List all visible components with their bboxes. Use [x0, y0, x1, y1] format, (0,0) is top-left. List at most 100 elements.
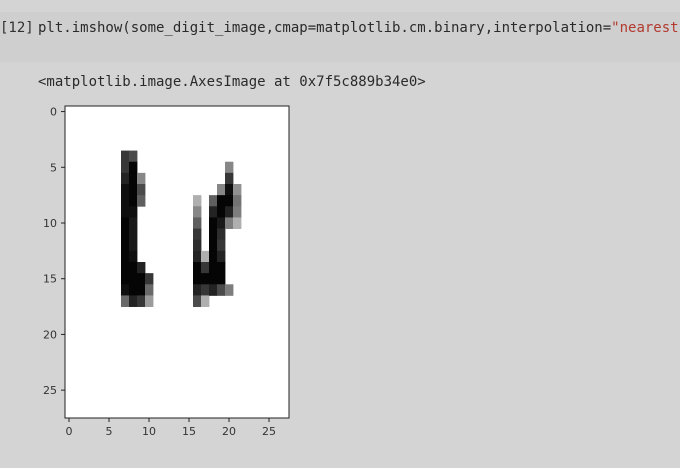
image-pixel	[217, 206, 226, 218]
image-pixel	[129, 150, 138, 163]
image-pixel	[129, 206, 138, 218]
x-tick-label: 10	[142, 425, 156, 438]
image-pixel	[121, 239, 130, 252]
y-tick-label: 25	[43, 384, 57, 397]
code-line[interactable]: plt.imshow(some_digit_image,cmap=matplot…	[38, 20, 680, 36]
image-pixel	[137, 295, 146, 307]
image-pixel	[121, 172, 130, 185]
image-pixel	[145, 284, 154, 296]
image-pixel	[137, 195, 146, 207]
image-pixel	[233, 206, 242, 218]
image-pixel	[201, 284, 210, 296]
image-pixel	[121, 284, 130, 296]
image-pixel	[193, 239, 202, 252]
image-pixel	[193, 295, 202, 307]
image-pixel	[129, 295, 138, 307]
image-pixel	[217, 262, 226, 274]
image-pixel	[129, 172, 138, 185]
plot-frame	[64, 105, 290, 419]
image-pixel	[209, 217, 218, 229]
image-pixel	[145, 295, 154, 307]
image-pixel	[137, 262, 146, 274]
image-pixel	[129, 217, 138, 229]
image-pixel	[137, 172, 146, 185]
image-pixel	[225, 195, 234, 207]
image-pixel	[121, 262, 130, 274]
image-pixel	[137, 184, 146, 196]
image-pixel	[121, 150, 130, 163]
y-tick-label: 10	[43, 217, 57, 230]
image-pixel	[217, 217, 226, 229]
image-pixel	[209, 250, 218, 263]
image-pixel	[121, 273, 130, 285]
image-pixel	[209, 284, 218, 296]
image-pixel	[121, 161, 130, 174]
image-pixel	[129, 273, 138, 285]
image-pixel	[121, 184, 130, 196]
image-pixel	[129, 262, 138, 274]
y-tick-label: 20	[43, 328, 57, 341]
image-pixel	[193, 217, 202, 229]
image-pixel	[121, 250, 130, 263]
y-tick-label: 0	[50, 106, 57, 119]
image-pixel	[209, 228, 218, 241]
image-pixel	[129, 239, 138, 252]
image-pixel	[225, 284, 234, 296]
image-pixel	[225, 184, 234, 196]
image-pixel	[129, 161, 138, 174]
x-tick-label: 5	[106, 425, 113, 438]
image-pixel	[209, 262, 218, 274]
x-tick-label: 20	[222, 425, 236, 438]
image-pixel	[217, 284, 226, 296]
image-pixel	[193, 206, 202, 218]
image-pixel	[217, 184, 226, 196]
image-pixel	[225, 172, 234, 185]
image-pixel	[233, 217, 242, 229]
output-repr: <matplotlib.image.AxesImage at 0x7f5c889…	[38, 74, 426, 90]
image-pixel	[145, 273, 154, 285]
image-pixel	[121, 228, 130, 241]
image-pixel	[137, 273, 146, 285]
cell-prompt: [12]	[0, 20, 34, 36]
image-pixel	[201, 295, 210, 307]
image-pixel	[129, 250, 138, 263]
image-pixel	[193, 284, 202, 296]
x-tick-label: 25	[262, 425, 276, 438]
y-tick-label: 15	[43, 273, 57, 286]
image-pixel	[137, 284, 146, 296]
image-pixel	[225, 161, 234, 174]
image-pixel	[129, 195, 138, 207]
code-string: "nearest"	[611, 20, 680, 36]
image-pixel	[217, 195, 226, 207]
x-tick-label: 15	[182, 425, 196, 438]
image-pixel	[193, 195, 202, 207]
image-pixel	[225, 206, 234, 218]
image-pixel	[217, 228, 226, 241]
image-pixel	[129, 284, 138, 296]
image-pixel	[209, 273, 218, 285]
image-pixel	[217, 239, 226, 252]
image-pixel	[201, 273, 210, 285]
code-prefix: plt.imshow(some_digit_image,cmap=matplot…	[38, 20, 612, 36]
image-pixel	[121, 195, 130, 207]
image-pixel	[209, 206, 218, 218]
image-pixel	[217, 273, 226, 285]
image-pixel	[193, 250, 202, 263]
image-pixel	[193, 228, 202, 241]
x-tick-label: 0	[66, 425, 73, 438]
code-cell[interactable]	[0, 12, 680, 62]
image-pixel	[129, 184, 138, 196]
image-pixel	[201, 250, 210, 263]
image-pixel	[217, 250, 226, 263]
image-pixel	[209, 239, 218, 252]
image-pixel	[121, 206, 130, 218]
image-pixel	[233, 195, 242, 207]
image-pixel	[121, 217, 130, 229]
image-pixel	[233, 184, 242, 196]
image-pixel	[121, 295, 130, 307]
image-pixel	[209, 195, 218, 207]
image-pixel	[129, 228, 138, 241]
image-pixel	[193, 273, 202, 285]
image-pixel	[201, 262, 210, 274]
